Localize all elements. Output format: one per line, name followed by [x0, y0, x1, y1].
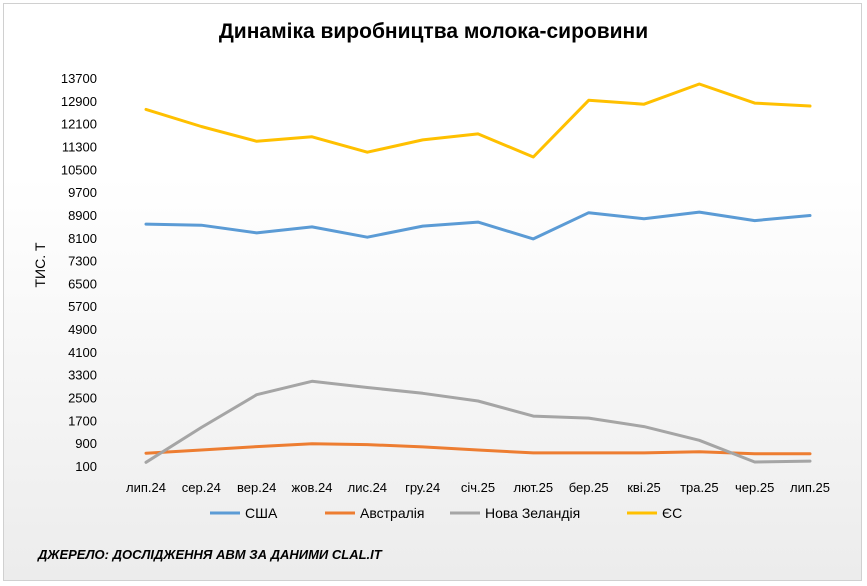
- x-tick-label: бер.25: [569, 480, 609, 495]
- chart-title: Динаміка виробництва молока-сировини: [218, 20, 649, 43]
- y-tick-label: 12100: [61, 117, 97, 132]
- y-tick-label: 4900: [68, 322, 97, 337]
- y-tick-label: 2500: [68, 391, 97, 406]
- x-tick-label: лип.24: [126, 480, 166, 495]
- y-tick-label: 4100: [68, 345, 97, 360]
- x-tick-label: вер.24: [237, 480, 276, 495]
- y-tick-label: 12900: [61, 94, 97, 109]
- x-tick-label: гру.24: [405, 480, 440, 495]
- legend-label: Австралія: [360, 505, 424, 521]
- y-tick-label: 6500: [68, 276, 97, 291]
- x-tick-label: сер.24: [182, 480, 221, 495]
- y-tick-label: 3300: [68, 368, 97, 383]
- y-tick-label: 8900: [68, 208, 97, 223]
- x-tick-label: лис.24: [348, 480, 387, 495]
- series-line-3: [144, 379, 812, 464]
- y-tick-label: 11300: [62, 139, 97, 154]
- x-tick-label: чер.25: [735, 480, 774, 495]
- y-tick-label: 1700: [68, 413, 97, 428]
- source-note: ДЖЕРЕЛО: ДОСЛІДЖЕННЯ АВМ ЗА ДАНИМИ CLAL.…: [38, 547, 382, 562]
- series-line-1: [144, 210, 812, 241]
- y-tick-label: 10500: [61, 162, 97, 177]
- x-tick-label: тра.25: [680, 480, 719, 495]
- x-tick-label: жов.24: [292, 480, 333, 495]
- legend-label: Нова Зеландія: [485, 505, 580, 521]
- y-tick-label: 5700: [68, 299, 97, 314]
- y-tick-label: 100: [75, 459, 97, 474]
- x-tick-label: лют.25: [514, 480, 554, 495]
- legend-label: ЄС: [662, 505, 682, 521]
- x-tick-label: лип.25: [790, 480, 830, 495]
- y-tick-label: 900: [75, 436, 97, 451]
- y-tick-label: 9700: [68, 185, 97, 200]
- series-line-2: [144, 442, 812, 456]
- y-tick-label: 13700: [61, 71, 97, 86]
- y-tick-label: 8100: [68, 231, 97, 246]
- legend-label: США: [245, 505, 278, 521]
- x-tick-label: кві.25: [627, 480, 661, 495]
- series-line-4: [144, 82, 812, 159]
- chart-area: [3, 3, 862, 581]
- x-tick-label: січ.25: [461, 480, 495, 495]
- y-tick-label: 7300: [68, 254, 97, 269]
